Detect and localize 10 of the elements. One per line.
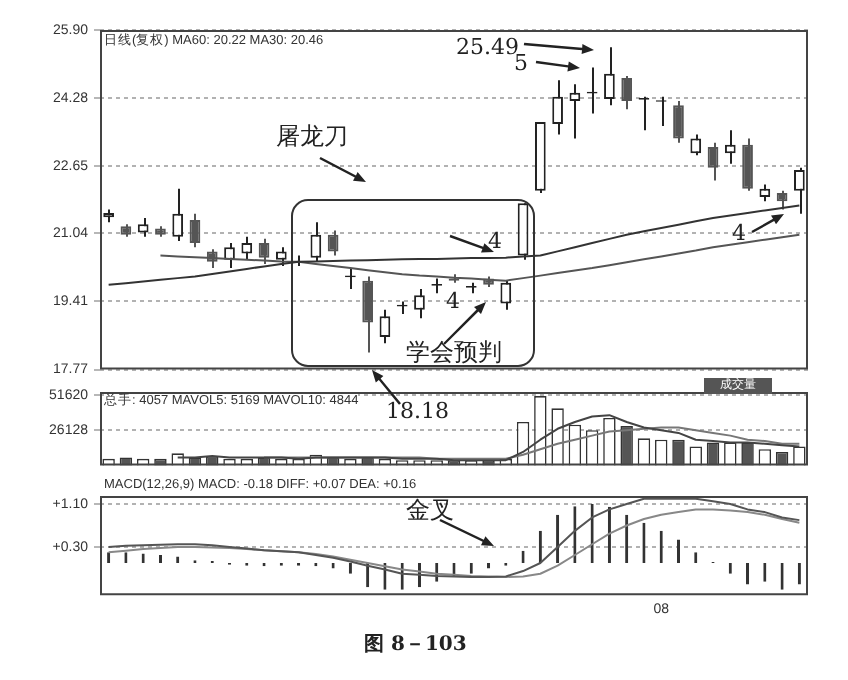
annotation: 学会预判 (406, 338, 502, 366)
annotation: 18.18 (386, 398, 449, 424)
caption: 图 8－103 (364, 634, 467, 656)
annotation: 屠龙刀 (276, 122, 348, 150)
annotation: 4 (488, 228, 502, 254)
annotation: 4 (732, 220, 746, 246)
annotation: 金叉 (406, 496, 454, 524)
annotation: 25.49 (456, 34, 519, 60)
annotation: 4 (446, 288, 460, 314)
annotation: 5 (514, 50, 528, 76)
